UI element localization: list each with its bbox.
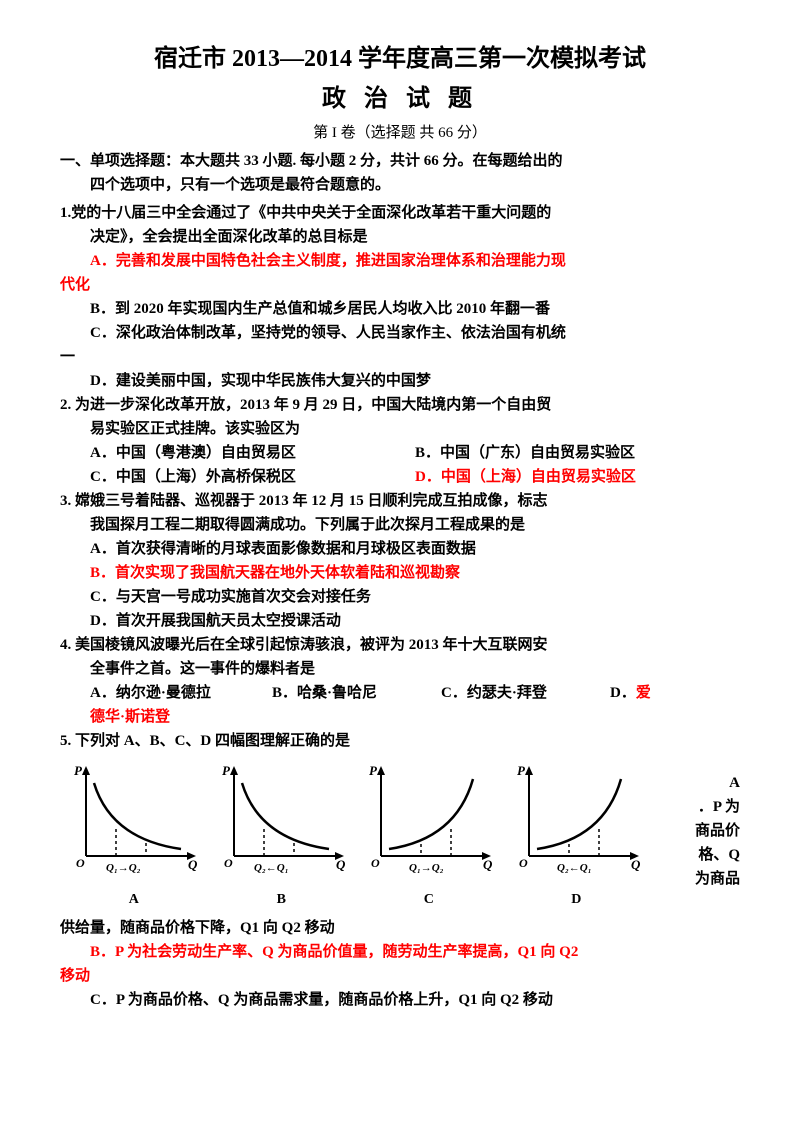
q4-num: 4. — [60, 637, 71, 653]
chart-d: P O Q Q₂←Q₁ D — [503, 761, 651, 912]
q5-option-b-line2: 移动 — [60, 964, 740, 988]
chart-c-label: C — [355, 889, 503, 911]
svg-text:Q₂←Q₁: Q₂←Q₁ — [557, 862, 592, 874]
q1-option-a-line1: A．完善和发展中国特色社会主义制度，推进国家治理体系和治理能力现 — [90, 249, 740, 273]
svg-text:P: P — [369, 763, 378, 778]
chart-b: P O Q Q₂←Q₁ B — [208, 761, 356, 912]
q1-stem-1: 党的十八届三中全会通过了《中共中央关于全面深化改革若干重大问题的 — [71, 205, 551, 221]
chart-a: P O Q Q₁→Q₂ A — [60, 761, 208, 912]
q1-option-d: D．建设美丽中国，实现中华民族伟大复兴的中国梦 — [90, 369, 740, 393]
question-3: 3. 嫦娥三号着陆器、巡视器于 2013 年 12 月 15 日顺利完成互拍成像… — [60, 489, 740, 633]
q4-option-b: B．哈桑·鲁哈尼 — [272, 681, 441, 705]
question-5: 5. 下列对 A、B、C、D 四幅图理解正确的是 — [60, 729, 740, 753]
svg-text:O: O — [76, 856, 85, 870]
instructions-line1: 一、单项选择题：本大题共 33 小题. 每小题 2 分，共计 66 分。在每题给… — [60, 149, 740, 173]
q2-option-b: B．中国（广东）自由贸易实验区 — [415, 441, 740, 465]
q5-option-c: C．P 为商品价格、Q 为商品需求量，随商品价格上升，Q1 向 Q2 移动 — [60, 988, 740, 1012]
q4-stem-1: 美国棱镜风波曝光后在全球引起惊涛骇浪，被评为 2013 年十大互联网安 — [71, 637, 547, 653]
chart-a-label: A — [60, 889, 208, 911]
question-1: 1.党的十八届三中全会通过了《中共中央关于全面深化改革若干重大问题的 决定》，全… — [60, 201, 740, 393]
chart-d-svg: P O Q Q₂←Q₁ — [509, 761, 644, 881]
charts-row: P O Q Q₁→Q₂ A P O Q Q₂←Q₁ B — [60, 761, 740, 912]
chart-b-svg: P O Q Q₂←Q₁ — [214, 761, 349, 881]
instructions: 一、单项选择题：本大题共 33 小题. 每小题 2 分，共计 66 分。在每题给… — [60, 149, 740, 197]
q1-option-b: B．到 2020 年实现国内生产总值和城乡居民人均收入比 2010 年翻一番 — [90, 297, 740, 321]
q1-stem-2: 决定》，全会提出全面深化改革的总目标是 — [90, 225, 740, 249]
svg-text:Q₂←Q₁: Q₂←Q₁ — [254, 862, 289, 874]
svg-text:O: O — [371, 856, 380, 870]
q1-num: 1. — [60, 205, 71, 221]
chart-d-label: D — [503, 889, 651, 911]
chart-c: P O Q Q₁→Q₂ C — [355, 761, 503, 912]
q2-option-d: D．中国（上海）自由贸易实验区 — [415, 465, 740, 489]
q1-option-a-line2: 代化 — [60, 273, 740, 297]
chart-c-svg: P O Q Q₁→Q₂ — [361, 761, 496, 881]
question-4: 4. 美国棱镜风波曝光后在全球引起惊涛骇浪，被评为 2013 年十大互联网安 全… — [60, 633, 740, 729]
section-header: 第 I 卷（选择题 共 66 分） — [60, 121, 740, 145]
q4-stem-2: 全事件之首。这一事件的爆料者是 — [90, 657, 740, 681]
q4-option-a: A．纳尔逊·曼德拉 — [90, 681, 272, 705]
svg-text:P: P — [517, 763, 526, 778]
q3-stem-1: 嫦娥三号着陆器、巡视器于 2013 年 12 月 15 日顺利完成互拍成像，标志 — [71, 493, 547, 509]
q2-option-c: C．中国（上海）外高桥保税区 — [90, 465, 415, 489]
instructions-line2: 四个选项中，只有一个选项是最符合题意的。 — [60, 173, 740, 197]
svg-text:P: P — [74, 763, 83, 778]
q5-option-b-line1: B．P 为社会劳动生产率、Q 为商品价值量，随劳动生产率提高，Q1 向 Q2 — [60, 940, 740, 964]
svg-text:Q₁→Q₂: Q₁→Q₂ — [106, 862, 141, 874]
q5-option-a-side: A ．P 为 商品价 格、Q 为商品 — [650, 761, 740, 891]
q2-stem-2: 易实验区正式挂牌。该实验区为 — [90, 417, 740, 441]
q3-option-c: C．与天宫一号成功实施首次交会对接任务 — [90, 585, 740, 609]
page-main-title: 宿迁市 2013—2014 学年度高三第一次模拟考试 — [60, 40, 740, 78]
q5-stem: 下列对 A、B、C、D 四幅图理解正确的是 — [71, 733, 350, 749]
q3-option-b: B．首次实现了我国航天器在地外天体软着陆和巡视勘察 — [90, 561, 740, 585]
svg-text:Q₁→Q₂: Q₁→Q₂ — [409, 862, 444, 874]
q2-stem-1: 为进一步深化改革开放，2013 年 9 月 29 日，中国大陆境内第一个自由贸 — [71, 397, 551, 413]
q3-num: 3. — [60, 493, 71, 509]
q4-option-d-part2: 德华·斯诺登 — [90, 705, 740, 729]
svg-text:O: O — [519, 856, 528, 870]
svg-text:Q: Q — [336, 857, 346, 872]
chart-a-svg: P O Q Q₁→Q₂ — [66, 761, 201, 881]
svg-text:O: O — [224, 856, 233, 870]
q5-option-a-continued: 供给量，随商品价格下降，Q1 向 Q2 移动 — [60, 916, 740, 940]
q1-option-c-line2: 一 — [60, 345, 740, 369]
q4-option-c: C．约瑟夫·拜登 — [441, 681, 610, 705]
chart-b-label: B — [208, 889, 356, 911]
question-2: 2. 为进一步深化改革开放，2013 年 9 月 29 日，中国大陆境内第一个自… — [60, 393, 740, 489]
q5-num: 5. — [60, 733, 71, 749]
q1-option-c-line1: C．深化政治体制改革，坚持党的领导、人民当家作主、依法治国有机统 — [90, 321, 740, 345]
svg-text:Q: Q — [188, 857, 198, 872]
page-sub-title: 政 治 试 题 — [60, 80, 740, 118]
svg-text:Q: Q — [483, 857, 493, 872]
q3-option-d: D．首次开展我国航天员太空授课活动 — [90, 609, 740, 633]
q4-option-d-part1: D．爱 — [610, 681, 740, 705]
svg-text:P: P — [222, 763, 231, 778]
q3-option-a: A．首次获得清晰的月球表面影像数据和月球极区表面数据 — [90, 537, 740, 561]
q2-option-a: A．中国（粤港澳）自由贸易区 — [90, 441, 415, 465]
svg-text:Q: Q — [631, 857, 641, 872]
q3-stem-2: 我国探月工程二期取得圆满成功。下列属于此次探月工程成果的是 — [90, 513, 740, 537]
q2-num: 2. — [60, 397, 71, 413]
